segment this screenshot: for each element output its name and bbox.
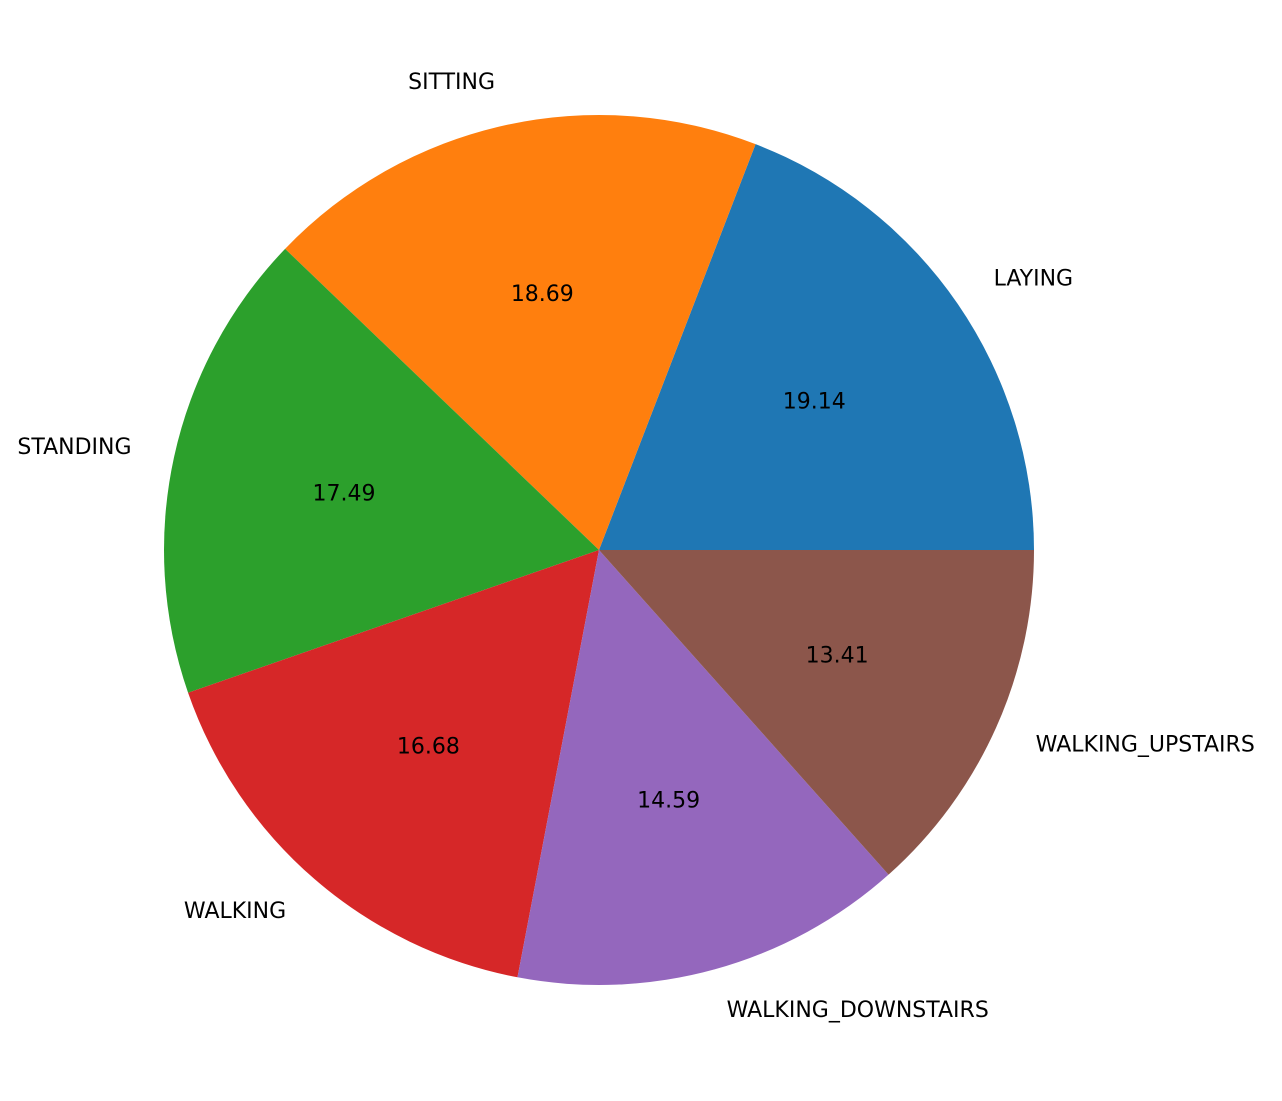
slice-label-walking-upstairs: WALKING_UPSTAIRS [1036, 733, 1255, 758]
value-label-walking-upstairs: 13.41 [806, 644, 869, 669]
slice-label-walking-downstairs: WALKING_DOWNSTAIRS [727, 998, 989, 1023]
value-label-walking: 16.68 [397, 735, 460, 760]
value-label-standing: 17.49 [313, 481, 376, 506]
slice-label-sitting: SITTING [408, 70, 495, 95]
pie-slice-walking-downstairs [517, 550, 889, 986]
value-label-walking-downstairs: 14.59 [637, 789, 700, 814]
pie-slice-standing [164, 248, 600, 693]
slice-label-walking: WALKING [184, 899, 286, 924]
pie-labels: LAYING 19.14 SITTING 18.69 STANDING 17.49 WALK… [17, 70, 1254, 1023]
pie-slice-walking-upstairs [599, 550, 1034, 875]
value-label-laying: 19.14 [783, 389, 846, 414]
pie-slice-walking [188, 550, 599, 978]
slice-label-laying: LAYING [994, 266, 1074, 291]
pie-slices [164, 115, 1034, 986]
pie-slice-laying [599, 144, 1034, 550]
slice-label-standing: STANDING [17, 435, 131, 460]
value-label-sitting: 18.69 [511, 282, 574, 307]
pie-slice-sitting [285, 115, 756, 551]
